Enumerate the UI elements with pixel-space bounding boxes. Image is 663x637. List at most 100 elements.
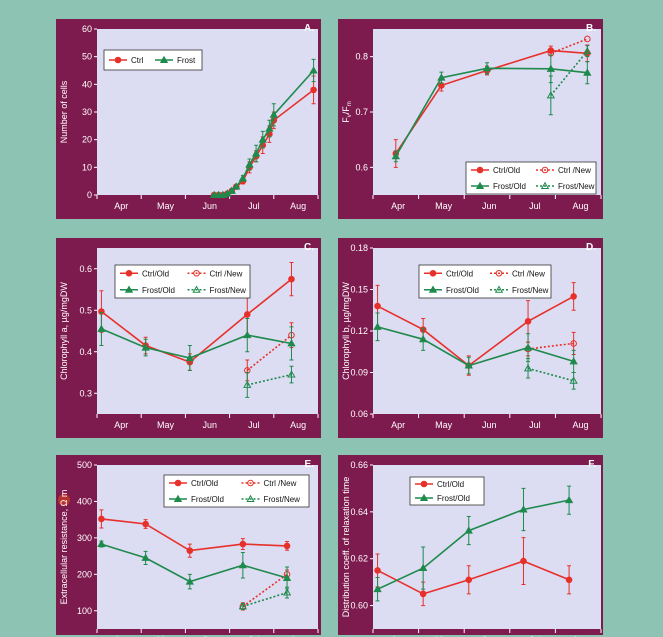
data-point — [238, 560, 248, 569]
x-tick-label: May — [435, 420, 453, 430]
data-point — [464, 526, 473, 534]
legend-marker — [114, 56, 122, 64]
y-tick-label: 30 — [82, 107, 92, 117]
y-tick-label: 20 — [82, 135, 92, 145]
legend-marker — [475, 181, 485, 189]
legend-label: Frost/New — [210, 286, 247, 295]
series-line — [550, 50, 588, 96]
y-tick-label: 0.62 — [350, 554, 368, 564]
y-tick-label: 0 — [87, 190, 92, 200]
y-axis-label: Extracellular resistance, Ω m — [59, 490, 69, 605]
data-point — [373, 584, 382, 593]
x-tick-label: Apr — [391, 201, 405, 211]
y-tick-label: 300 — [77, 533, 92, 543]
x-tick-label: May — [435, 201, 453, 211]
series-frost-old — [391, 54, 592, 163]
y-axis-label: Chlorophyll b, µg/mgDW — [341, 282, 351, 380]
data-point — [583, 68, 592, 76]
panel-label: D. — [586, 242, 596, 253]
y-tick-label: 0.06 — [350, 409, 368, 419]
legend-marker — [173, 494, 183, 502]
series-frost-old — [373, 312, 578, 375]
x-tick-label: Aug — [290, 635, 306, 637]
x-tick-label: Jun — [202, 201, 217, 211]
chart-panel-d: D. 0.06 0.09 0.12 0.15 0.18 Apr May Jun Jul Aug Chl… — [338, 238, 603, 438]
legend-marker — [429, 269, 437, 277]
legend: Ctrl/Old Ctrl /New Frost/Old Frost/New — [418, 264, 552, 299]
data-point — [584, 35, 591, 43]
x-tick-label: Aug — [572, 635, 588, 637]
data-point — [243, 380, 252, 388]
data-point — [520, 557, 527, 565]
legend-item: Frost/New — [490, 285, 549, 295]
legend-marker — [193, 269, 200, 277]
x-tick-label: Jun — [202, 420, 217, 430]
legend-marker — [428, 285, 438, 293]
x-tick-label: Jul — [529, 201, 541, 211]
legend-item: Ctrl/Old — [169, 479, 218, 488]
data-point — [565, 576, 573, 584]
legend-label: Frost/Old — [446, 286, 479, 295]
legend-item: Frost/Old — [415, 493, 470, 503]
data-point — [227, 186, 236, 194]
legend-label: Ctrl /New — [558, 166, 591, 175]
legend-item: Ctrl/Old — [120, 269, 169, 278]
data-point — [141, 343, 150, 351]
y-tick-label: 200 — [77, 569, 92, 579]
data-point — [391, 151, 400, 160]
legend-item: Frost/Old — [120, 285, 175, 295]
x-tick-label: Jun — [202, 635, 217, 637]
data-point — [437, 73, 446, 81]
x-tick-label: Apr — [391, 635, 405, 637]
legend-label: Frost/Old — [142, 286, 175, 295]
y-tick-label: 0.6 — [79, 264, 92, 274]
legend-marker — [247, 479, 254, 487]
data-point — [564, 495, 574, 504]
y-axis-label: Number of cells — [59, 80, 69, 143]
x-tick-label: Jul — [248, 420, 260, 430]
y-tick-label: 0.5 — [79, 305, 92, 315]
series-line — [247, 373, 292, 386]
x-tick-label: Jul — [529, 635, 541, 637]
legend-label: Frost/New — [558, 182, 595, 191]
legend-item: Ctrl/Old — [424, 269, 473, 278]
data-point — [283, 542, 291, 550]
data-point — [141, 553, 150, 561]
legend-marker — [495, 269, 503, 277]
data-point — [98, 515, 105, 523]
x-tick-label: Apr — [114, 635, 128, 637]
y-tick-label: 0.64 — [350, 507, 368, 517]
legend-label: Ctrl /New — [210, 269, 243, 278]
y-tick-label: 0.6 — [355, 162, 368, 172]
x-tick-label: May — [157, 420, 175, 430]
series-frost-new — [238, 586, 292, 610]
panel-label: C. — [304, 242, 314, 253]
legend-label: Frost/New — [512, 286, 549, 295]
data-point — [519, 505, 528, 513]
legend-marker — [125, 269, 133, 277]
legend-label: Ctrl/Old — [446, 269, 473, 278]
legend-label: Frost/Old — [191, 495, 224, 504]
legend-marker — [174, 479, 182, 487]
series-frost-old — [373, 485, 574, 602]
legend-item: Ctrl /New — [187, 269, 243, 278]
data-point — [546, 64, 556, 72]
data-point — [374, 567, 381, 574]
data-point — [288, 275, 295, 283]
legend-box — [163, 474, 310, 508]
x-tick-label: Jul — [248, 201, 260, 211]
y-tick-label: 100 — [77, 606, 92, 616]
series-frost-new — [546, 45, 592, 116]
x-tick-label: Apr — [114, 201, 128, 211]
legend: Ctrl/Old Ctrl /New Frost/Old Frost/New — [163, 474, 310, 508]
data-point — [186, 547, 194, 554]
x-tick-label: May — [157, 201, 175, 211]
x-tick-label: Aug — [572, 420, 588, 430]
data-point — [464, 361, 473, 369]
y-tick-label: 0.4 — [79, 347, 92, 357]
y-tick-label: 60 — [82, 24, 92, 34]
data-point — [523, 364, 533, 372]
data-point — [418, 334, 428, 343]
